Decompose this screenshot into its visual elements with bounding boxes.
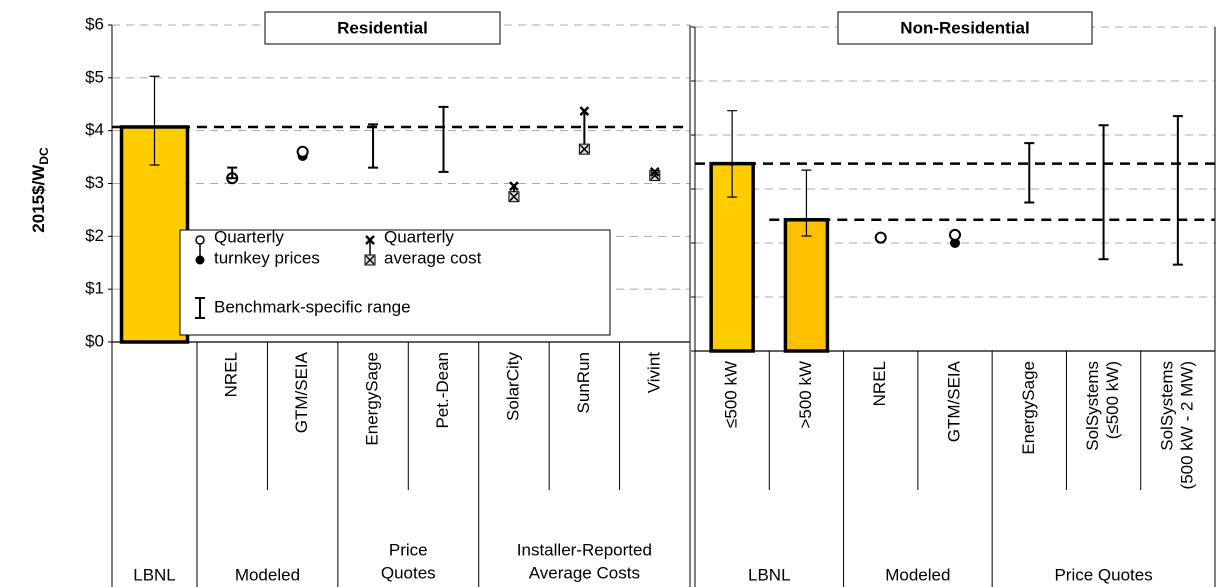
legend-marker bbox=[195, 297, 205, 319]
group-label: LBNL bbox=[748, 565, 791, 584]
category-label: NREL bbox=[222, 352, 241, 397]
range-bar bbox=[1172, 115, 1183, 266]
error-bar bbox=[801, 169, 812, 237]
panel-title: Residential bbox=[337, 18, 428, 37]
y-tick-label: $5 bbox=[85, 67, 104, 86]
range-bar bbox=[1024, 142, 1035, 204]
category-label: SolSystems bbox=[1083, 361, 1102, 451]
group-label: LBNL bbox=[133, 565, 176, 584]
y-tick-label: $2 bbox=[85, 226, 104, 245]
y-tick-label: $3 bbox=[85, 173, 104, 192]
category-label: NREL bbox=[870, 361, 889, 406]
turnkey-open bbox=[949, 228, 961, 241]
turnkey-filled bbox=[950, 238, 960, 248]
group-label: Average Costs bbox=[529, 563, 640, 582]
error-bar bbox=[727, 110, 738, 198]
legend-label: average cost bbox=[384, 248, 482, 267]
legend-label: Quarterly bbox=[214, 227, 284, 246]
category-label: SolSystems bbox=[1157, 361, 1176, 451]
category-label: (500 kW - 2 MW) bbox=[1177, 361, 1196, 489]
y-axis-label-group: 2015$/WDC bbox=[29, 147, 51, 233]
category-label: Pet.-Dean bbox=[433, 352, 452, 429]
range-bar bbox=[1098, 124, 1109, 261]
category-label: GTM/SEIA bbox=[292, 351, 311, 433]
turnkey-open bbox=[296, 145, 309, 158]
legend-marker bbox=[195, 255, 205, 265]
legend-label: Quarterly bbox=[384, 227, 454, 246]
y-tick-label: $1 bbox=[85, 279, 104, 298]
group-label: Price Quotes bbox=[1054, 565, 1152, 584]
legend-label: turnkey prices bbox=[214, 248, 320, 267]
panel-title-box bbox=[264, 11, 501, 45]
group-label: Installer-Reported bbox=[517, 540, 652, 559]
range-bar bbox=[368, 123, 379, 169]
category-label: Vivint bbox=[644, 352, 663, 394]
range-bar bbox=[438, 105, 449, 173]
legend-marker bbox=[365, 235, 375, 245]
avgcost-x bbox=[649, 166, 660, 177]
category-label: SunRun bbox=[574, 352, 593, 413]
legend-marker bbox=[365, 255, 375, 265]
avgcost-x bbox=[509, 181, 519, 192]
range-bar bbox=[227, 166, 238, 180]
bar bbox=[709, 161, 755, 353]
group-label: Price bbox=[389, 540, 428, 559]
error-bar bbox=[149, 75, 160, 166]
y-axis-label: 2015$/WDC bbox=[29, 147, 51, 233]
legend-box bbox=[179, 229, 611, 336]
category-label: ≤500 kW bbox=[722, 361, 741, 428]
y-axis-label-main: 2015$/W bbox=[29, 164, 48, 233]
legend-marker bbox=[195, 235, 205, 245]
category-label: SolarCity bbox=[503, 352, 522, 421]
y-tick-label: $0 bbox=[85, 331, 104, 350]
category-label: GTM/SEIA bbox=[944, 360, 963, 442]
bar bbox=[783, 218, 830, 353]
y-tick-label: $4 bbox=[85, 120, 104, 139]
category-label: EnergySage bbox=[1019, 361, 1038, 455]
avgcost-box-x bbox=[509, 192, 519, 202]
group-label: Modeled bbox=[885, 565, 950, 584]
category-label: (≤500 kW) bbox=[1103, 361, 1122, 439]
legend-label: Benchmark-specific range bbox=[214, 297, 411, 316]
group-label: Modeled bbox=[235, 565, 300, 584]
panel-title-box bbox=[837, 11, 1093, 45]
group-label: Quotes bbox=[381, 563, 436, 582]
category-label: EnergySage bbox=[363, 352, 382, 446]
y-tick-label: $6 bbox=[85, 14, 104, 33]
y-axis-label-subscript: DC bbox=[37, 147, 51, 165]
turnkey-open bbox=[874, 231, 887, 244]
avgcost-x bbox=[579, 106, 590, 117]
panel-title: Non-Residential bbox=[900, 18, 1029, 37]
category-label: >500 kW bbox=[796, 361, 815, 429]
avgcost-box-x bbox=[579, 144, 589, 154]
